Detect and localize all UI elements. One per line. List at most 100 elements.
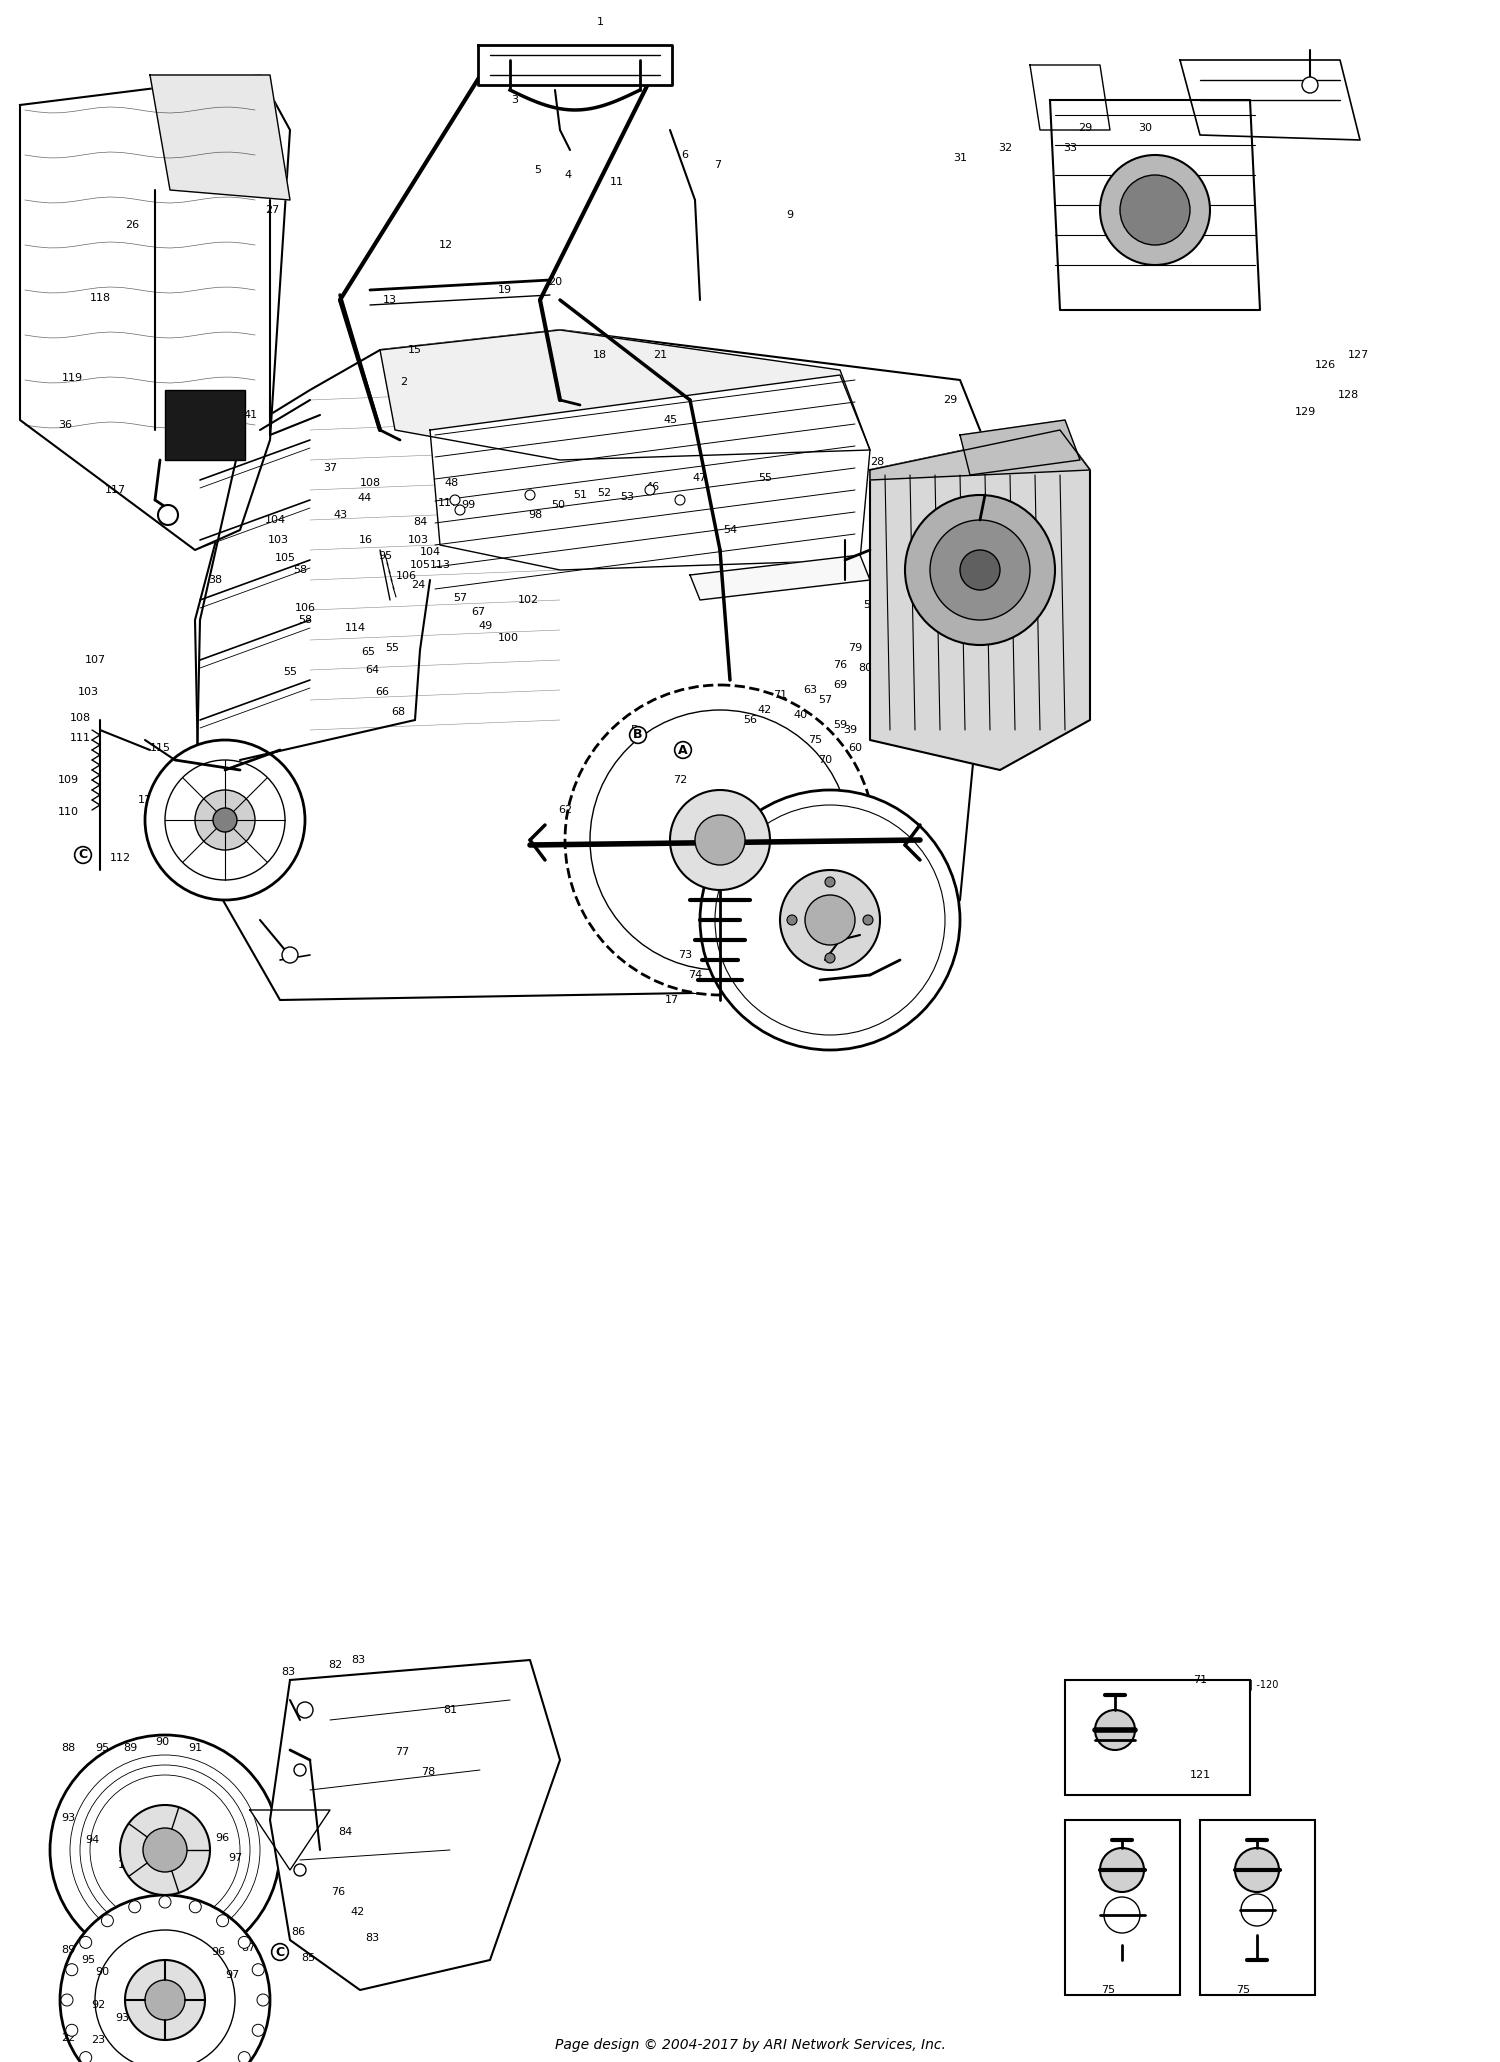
Text: 17: 17 bbox=[664, 996, 680, 1004]
Text: 108: 108 bbox=[360, 478, 381, 489]
Circle shape bbox=[213, 808, 237, 831]
Bar bbox=[1065, 1821, 1180, 1996]
Text: 40: 40 bbox=[794, 709, 807, 720]
Text: 110: 110 bbox=[57, 806, 78, 817]
Text: 127: 127 bbox=[1347, 351, 1368, 361]
Text: 96: 96 bbox=[214, 1833, 230, 1843]
Text: 71: 71 bbox=[772, 691, 788, 699]
Polygon shape bbox=[690, 555, 870, 600]
Text: 62: 62 bbox=[558, 804, 572, 814]
Text: 21: 21 bbox=[652, 351, 668, 361]
Text: 111: 111 bbox=[69, 732, 90, 742]
Text: 23: 23 bbox=[92, 2035, 105, 2046]
Circle shape bbox=[960, 551, 1000, 590]
Text: 126: 126 bbox=[1314, 361, 1335, 369]
Text: 95: 95 bbox=[94, 1742, 110, 1753]
Text: 93: 93 bbox=[116, 2013, 129, 2023]
Text: 58: 58 bbox=[862, 600, 877, 610]
Polygon shape bbox=[150, 74, 290, 200]
Polygon shape bbox=[251, 1810, 330, 1870]
Text: 91: 91 bbox=[188, 1742, 202, 1753]
Circle shape bbox=[806, 895, 855, 944]
Text: 75: 75 bbox=[1236, 1986, 1250, 1996]
Polygon shape bbox=[960, 421, 1080, 474]
Text: 109: 109 bbox=[57, 775, 78, 786]
Text: 103: 103 bbox=[267, 534, 288, 544]
Text: 46: 46 bbox=[645, 483, 658, 493]
Circle shape bbox=[129, 1901, 141, 1914]
Text: 83: 83 bbox=[364, 1932, 380, 1942]
Text: 101: 101 bbox=[117, 1860, 138, 1870]
Text: 12: 12 bbox=[440, 239, 453, 250]
Text: 96: 96 bbox=[211, 1947, 225, 1957]
Text: 93: 93 bbox=[62, 1812, 75, 1823]
Circle shape bbox=[294, 1864, 306, 1876]
Text: 70: 70 bbox=[818, 755, 833, 765]
Text: 87: 87 bbox=[242, 1942, 255, 1953]
Polygon shape bbox=[1180, 60, 1360, 140]
Circle shape bbox=[216, 1916, 228, 1926]
Text: 60: 60 bbox=[847, 742, 862, 753]
Text: 106: 106 bbox=[396, 571, 417, 581]
Text: 113: 113 bbox=[429, 561, 450, 569]
Circle shape bbox=[1104, 1897, 1140, 1932]
Circle shape bbox=[716, 804, 945, 1035]
Text: 9: 9 bbox=[786, 210, 794, 221]
Text: 42: 42 bbox=[758, 705, 772, 716]
Text: 54: 54 bbox=[723, 526, 736, 534]
Text: 59: 59 bbox=[833, 720, 848, 730]
Text: 83: 83 bbox=[280, 1666, 296, 1676]
Circle shape bbox=[66, 1963, 78, 1975]
Circle shape bbox=[159, 1895, 171, 1907]
Text: 100: 100 bbox=[498, 633, 519, 643]
Text: C: C bbox=[276, 1947, 285, 1959]
Text: | -120: | -120 bbox=[1250, 1681, 1278, 1691]
Text: 97: 97 bbox=[225, 1969, 238, 1980]
Text: B: B bbox=[633, 728, 642, 742]
Text: 41: 41 bbox=[243, 410, 256, 421]
Text: 90: 90 bbox=[94, 1967, 110, 1977]
Text: 15: 15 bbox=[408, 344, 422, 355]
Text: 128: 128 bbox=[1338, 390, 1359, 400]
Circle shape bbox=[675, 495, 686, 505]
Text: 104: 104 bbox=[420, 546, 441, 557]
Circle shape bbox=[297, 1701, 314, 1718]
Circle shape bbox=[825, 876, 836, 887]
Text: 94: 94 bbox=[146, 2002, 159, 2013]
Polygon shape bbox=[430, 375, 870, 569]
Text: 49: 49 bbox=[478, 621, 494, 631]
Text: 2: 2 bbox=[400, 377, 408, 388]
Bar bbox=[1200, 1821, 1316, 1996]
Text: 103: 103 bbox=[408, 534, 429, 544]
Text: 28: 28 bbox=[870, 458, 883, 466]
Text: 5: 5 bbox=[534, 165, 542, 175]
Text: C: C bbox=[78, 847, 87, 862]
Text: 35: 35 bbox=[1128, 212, 1142, 223]
Text: 48: 48 bbox=[446, 478, 459, 489]
Circle shape bbox=[525, 491, 536, 499]
Text: 58: 58 bbox=[292, 565, 308, 575]
Text: 75: 75 bbox=[808, 734, 822, 744]
Polygon shape bbox=[270, 1660, 560, 1990]
Text: 31: 31 bbox=[952, 153, 968, 163]
Circle shape bbox=[566, 685, 874, 996]
Text: 85: 85 bbox=[302, 1953, 315, 1963]
Text: 99: 99 bbox=[460, 499, 476, 509]
Text: 42: 42 bbox=[351, 1907, 364, 1918]
Circle shape bbox=[252, 1963, 264, 1975]
Text: 107: 107 bbox=[84, 656, 105, 666]
Circle shape bbox=[50, 1734, 280, 1965]
Polygon shape bbox=[380, 330, 870, 460]
Circle shape bbox=[80, 1936, 92, 1949]
Text: 33: 33 bbox=[1064, 142, 1077, 153]
Circle shape bbox=[590, 709, 850, 969]
Text: 105: 105 bbox=[410, 561, 430, 569]
Text: 30: 30 bbox=[1138, 124, 1152, 134]
Text: 24: 24 bbox=[411, 579, 424, 590]
Text: 51: 51 bbox=[573, 491, 586, 499]
Circle shape bbox=[825, 953, 836, 963]
Circle shape bbox=[694, 814, 746, 864]
Circle shape bbox=[146, 740, 304, 899]
Text: 77: 77 bbox=[394, 1747, 410, 1757]
Text: 44: 44 bbox=[358, 493, 372, 503]
